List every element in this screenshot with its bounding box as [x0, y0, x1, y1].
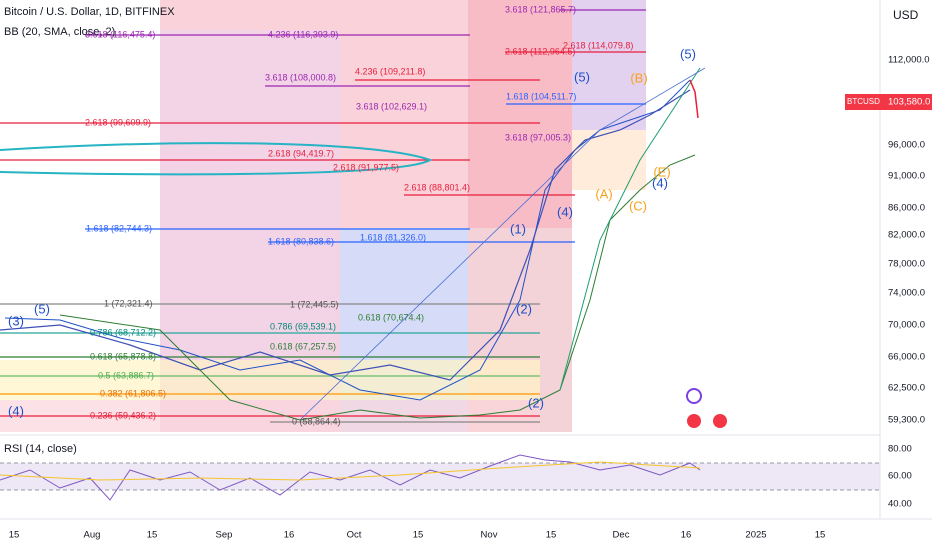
wave-label: (5) — [680, 46, 696, 61]
fib-label: 2.618 (114,079.8) — [563, 40, 633, 50]
event-icon[interactable] — [713, 414, 727, 428]
price-axis-frame — [686, 0, 932, 519]
ticker-price: 103,580.0 — [888, 97, 930, 108]
price-tick-label: 112,000.0 — [888, 55, 930, 66]
time-tick-label: Sep — [216, 530, 233, 541]
fib-label: 4.236 (116,393.9) — [268, 29, 338, 39]
zones — [0, 0, 646, 432]
time-tick-label: Oct — [347, 530, 362, 541]
currency[interactable]: USD — [893, 8, 919, 22]
price-drawings — [0, 67, 706, 421]
fib-label: 1.618 (80,838.6) — [268, 236, 334, 246]
fib-label: 0.236 (59,436.2) — [90, 410, 156, 420]
fib-label: 2.618 (99,609.9) — [85, 117, 151, 127]
time-tick-label: 15 — [147, 530, 158, 541]
symbol-title: Bitcoin / U.S. Dollar, 1D, BITFINEX — [4, 6, 175, 18]
price-tag — [845, 94, 932, 110]
fib-label: 2.618 (88,801.4) — [404, 182, 470, 192]
fib-label: 0 (58,864.4) — [292, 416, 341, 426]
price-tick-label: 91,000.0 — [888, 171, 925, 182]
rsi-pane — [0, 434, 932, 520]
wave-label: (2) — [516, 301, 532, 316]
fib-label: 2.618 (94,419.7) — [268, 148, 334, 158]
time-tick-label: 15 — [9, 530, 20, 541]
fib-label: 1 (72,321.4) — [104, 298, 153, 308]
time-tick-label: Nov — [481, 530, 498, 541]
wave-label: (A) — [595, 186, 612, 201]
fib-label: 3.618 (97,005.3) — [505, 132, 571, 142]
time-tick-label: Dec — [613, 530, 630, 541]
wave-label: (4) — [557, 204, 573, 219]
price-tick-label: 96,000.0 — [888, 140, 925, 151]
time-tick-label: 15 — [413, 530, 424, 541]
time-tick-label: 2025 — [745, 530, 766, 541]
indicator-label: BB (20, SMA, close, 2) — [4, 26, 115, 38]
fib-label: 2.618 (91,977.5) — [333, 162, 399, 172]
rsi-tick-label: 60.00 — [888, 471, 912, 482]
price-tick-label: 86,000.0 — [888, 203, 925, 214]
price-tick-label: 70,000.0 — [888, 320, 925, 331]
price-tick-label: 78,000.0 — [888, 259, 925, 270]
wave-label: (2) — [528, 395, 544, 410]
time-tick-label: 16 — [681, 530, 692, 541]
event-icon[interactable] — [687, 414, 701, 428]
fib-label: 1.618 (82,744.3) — [86, 223, 152, 233]
fib-label: 3.618 (121,865.7) — [505, 4, 576, 14]
fib-label: 4.236 (109,211.8) — [355, 66, 425, 76]
fib-label: 0.786 (68,712.2) — [90, 327, 156, 337]
fib-label: 0.618 (65,878.8) — [90, 351, 156, 361]
price-tick-label: 74,000.0 — [888, 288, 925, 299]
fib-label: 0.618 (67,257.5) — [270, 341, 336, 351]
time-tick-label: Aug — [84, 530, 101, 541]
fib-label: 0.5 (63,886.7) — [98, 370, 154, 380]
wave-label: (3) — [8, 313, 24, 328]
time-tick-label: 15 — [546, 530, 557, 541]
fib-label: 1.618 (104,511.7) — [506, 91, 576, 101]
fib-label: 1 (72,445.5) — [290, 299, 339, 309]
fib-label: 0.382 (61,806.5) — [100, 388, 166, 398]
fib-label: 0.786 (69,539.1) — [270, 321, 336, 331]
event-icon[interactable] — [686, 388, 702, 404]
fib-label: 3.618 (116,475.4) — [85, 29, 155, 39]
price-tick-label: 82,000.0 — [888, 230, 925, 241]
wave-label: (5) — [34, 301, 50, 316]
wave-label: (4) — [8, 403, 24, 418]
price-tick-label: 62,500.0 — [888, 383, 925, 394]
rsi-label: RSI (14, close) — [4, 443, 77, 455]
fib-label: 1.618 (81,326.0) — [360, 232, 426, 242]
fib-label: 3.618 (102,629.1) — [356, 101, 427, 111]
wave-label: (4) — [652, 175, 668, 190]
rsi-tick-label: 80.00 — [888, 444, 912, 455]
price-tick-label: 59,300.0 — [888, 415, 925, 426]
fib-label: 3.618 (108,000.8) — [265, 72, 336, 82]
wave-label: (C) — [629, 198, 647, 213]
rsi-tick-label: 40.00 — [888, 499, 912, 510]
price-tick-label: 66,000.0 — [888, 352, 925, 363]
wave-label: (B) — [630, 70, 647, 85]
time-tick-label: 15 — [815, 530, 826, 541]
fib-label: 0.618 (70,674.4) — [358, 312, 424, 322]
wave-label: (E) — [653, 164, 670, 179]
wave-label: (5) — [574, 69, 590, 84]
wave-label: (1) — [510, 221, 526, 236]
fib-label: 2.618 (112,964.5) — [505, 46, 575, 56]
ticker-symbol: BTCUSD — [847, 97, 880, 106]
time-tick-label: 16 — [284, 530, 295, 541]
